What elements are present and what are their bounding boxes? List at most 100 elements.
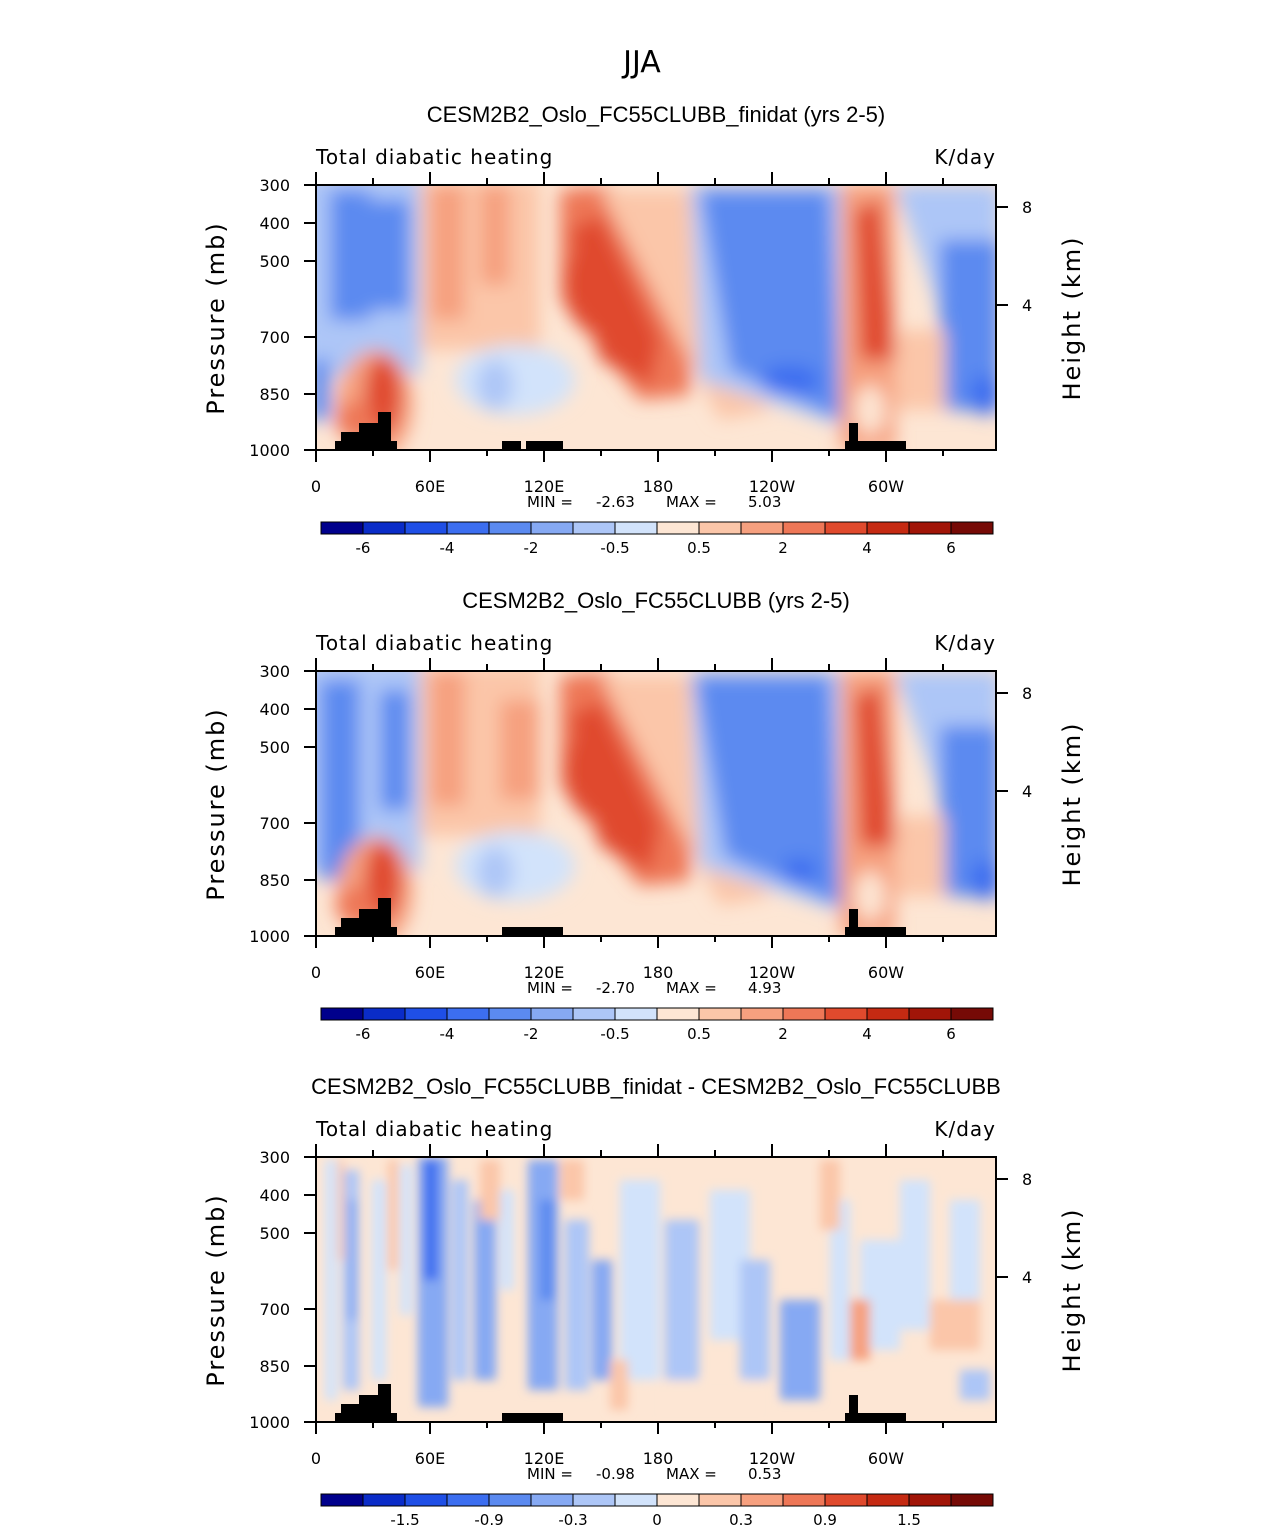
panel-3-ytick-1000: 1000 (249, 1413, 290, 1432)
colorbar-swatch (824, 1007, 868, 1021)
panel-2-max-label: MAX = (666, 979, 717, 997)
colorbar-swatch (950, 521, 994, 535)
colorbar-swatch (908, 1493, 952, 1507)
panel-3-terrain (335, 1384, 906, 1422)
panel-2: CESM2B2_Oslo_FC55CLUBB (yrs 2-5) Total d… (202, 588, 1086, 1043)
colorbar-label: -2 (524, 539, 539, 557)
colorbar-label: -4 (440, 1025, 455, 1043)
colorbar-swatch (530, 521, 574, 535)
panel-1-xtick-60w: 60W (868, 477, 904, 496)
colorbar-swatch (320, 1007, 364, 1021)
panel-1-x-axis (315, 172, 944, 462)
panel-3-xtick-0: 0 (311, 1449, 321, 1468)
panel-3-field (316, 1157, 996, 1422)
panel-2-ytick-700: 700 (259, 814, 290, 833)
colorbar-swatch (656, 1493, 700, 1507)
colorbar-label: -1.5 (390, 1511, 419, 1529)
colorbar-swatch (404, 521, 448, 535)
panel-2-height-tick-4: 4 (1022, 782, 1032, 801)
panel-1-ylabel: Pressure (mb) (202, 221, 230, 414)
panel-3-units-label: K/day (934, 1117, 996, 1141)
panel-3-xtick-180: 180 (643, 1449, 674, 1468)
colorbar-swatch (572, 521, 616, 535)
panel-2-ylabel: Pressure (mb) (202, 707, 230, 900)
colorbar-swatch (740, 1007, 784, 1021)
panel-1-ytick-300: 300 (259, 176, 290, 195)
colorbar-swatch (446, 521, 490, 535)
colorbar-label: -6 (356, 1025, 371, 1043)
colorbar-swatch (866, 521, 910, 535)
colorbar-label: 4 (862, 539, 872, 557)
panel-3-height-tick-4: 4 (1022, 1268, 1032, 1287)
colorbar-swatch (950, 1493, 994, 1507)
colorbar-swatch (320, 521, 364, 535)
panel-2-field (316, 671, 996, 936)
panel-3-xtick-120e: 120E (524, 1449, 565, 1468)
colorbar-label: -4 (440, 539, 455, 557)
panel-3-title: CESM2B2_Oslo_FC55CLUBB_finidat - CESM2B2… (311, 1074, 1001, 1099)
panel-1-xtick-180: 180 (643, 477, 674, 496)
panel-2-xtick-120w: 120W (749, 963, 796, 982)
panel-2-y-axis (304, 670, 1008, 937)
panel-2-x-axis (315, 658, 944, 948)
colorbar-swatch (404, 1493, 448, 1507)
panel-2-xtick-0: 0 (311, 963, 321, 982)
colorbar-swatch (362, 521, 406, 535)
colorbar-swatch (698, 521, 742, 535)
colorbar-label: 6 (946, 539, 956, 557)
colorbar-swatch (446, 1007, 490, 1021)
colorbar-label: -0.3 (558, 1511, 587, 1529)
panel-3-xtick-120w: 120W (749, 1449, 796, 1468)
panel-2-frame (315, 670, 997, 937)
colorbar-label: 2 (778, 539, 788, 557)
colorbar-label: 0 (652, 1511, 662, 1529)
panel-1-field (316, 185, 996, 450)
panel-2-colorbar: -6 -4 -2 -0.5 0.5 2 4 6 (320, 1007, 994, 1043)
panel-2-xtick-60w: 60W (868, 963, 904, 982)
panel-2-terrain (335, 898, 906, 936)
panel-1-xtick-0: 0 (311, 477, 321, 496)
panel-3-frame (315, 1156, 997, 1423)
colorbar-swatch (320, 1493, 364, 1507)
panel-2-ytick-500: 500 (259, 738, 290, 757)
colorbar-swatch (530, 1493, 574, 1507)
panel-3-min-value: -0.98 (596, 1465, 635, 1483)
panel-3-ytick-400: 400 (259, 1186, 290, 1205)
panel-3-x-axis (315, 1144, 944, 1434)
panel-1-xtick-60e: 60E (415, 477, 445, 496)
colorbar-swatch (614, 1493, 658, 1507)
panel-3-colorbar: -1.5 -0.9 -0.3 0 0.3 0.9 1.5 (320, 1493, 994, 1529)
colorbar-swatch (614, 1007, 658, 1021)
colorbar-label: -6 (356, 539, 371, 557)
colorbar-swatch (782, 521, 826, 535)
colorbar-label: 0.3 (729, 1511, 753, 1529)
colorbar-swatch (614, 521, 658, 535)
colorbar-swatch (362, 1493, 406, 1507)
panel-3-min-label: MIN = (527, 1465, 573, 1483)
panel-2-ylabel-right: Height (km) (1058, 722, 1086, 887)
panel-3-max-value: 0.53 (748, 1465, 781, 1483)
colorbar-label: 0.5 (687, 1025, 711, 1043)
panel-3-ytick-300: 300 (259, 1148, 290, 1167)
panel-2-xtick-60e: 60E (415, 963, 445, 982)
colorbar-swatch (404, 1007, 448, 1021)
panel-1-height-tick-4: 4 (1022, 296, 1032, 315)
panel-1-max-label: MAX = (666, 493, 717, 511)
panel-2-units-label: K/day (934, 631, 996, 655)
panel-3-xtick-60w: 60W (868, 1449, 904, 1468)
colorbar-label: 0.9 (813, 1511, 837, 1529)
colorbar-label: -0.5 (600, 539, 629, 557)
colorbar-swatch (950, 1007, 994, 1021)
colorbar-label: 1.5 (897, 1511, 921, 1529)
panel-2-height-tick-8: 8 (1022, 684, 1032, 703)
panel-2-xtick-120e: 120E (524, 963, 565, 982)
colorbar-swatch (908, 1007, 952, 1021)
panel-1-ytick-700: 700 (259, 328, 290, 347)
panel-1-ytick-400: 400 (259, 214, 290, 233)
colorbar-label: 6 (946, 1025, 956, 1043)
panel-1-min-value: -2.63 (596, 493, 635, 511)
panel-1-terrain (335, 412, 906, 450)
panel-2-min-label: MIN = (527, 979, 573, 997)
colorbar-swatch (572, 1493, 616, 1507)
panel-2-left-label: Total diabatic heating (315, 631, 553, 655)
